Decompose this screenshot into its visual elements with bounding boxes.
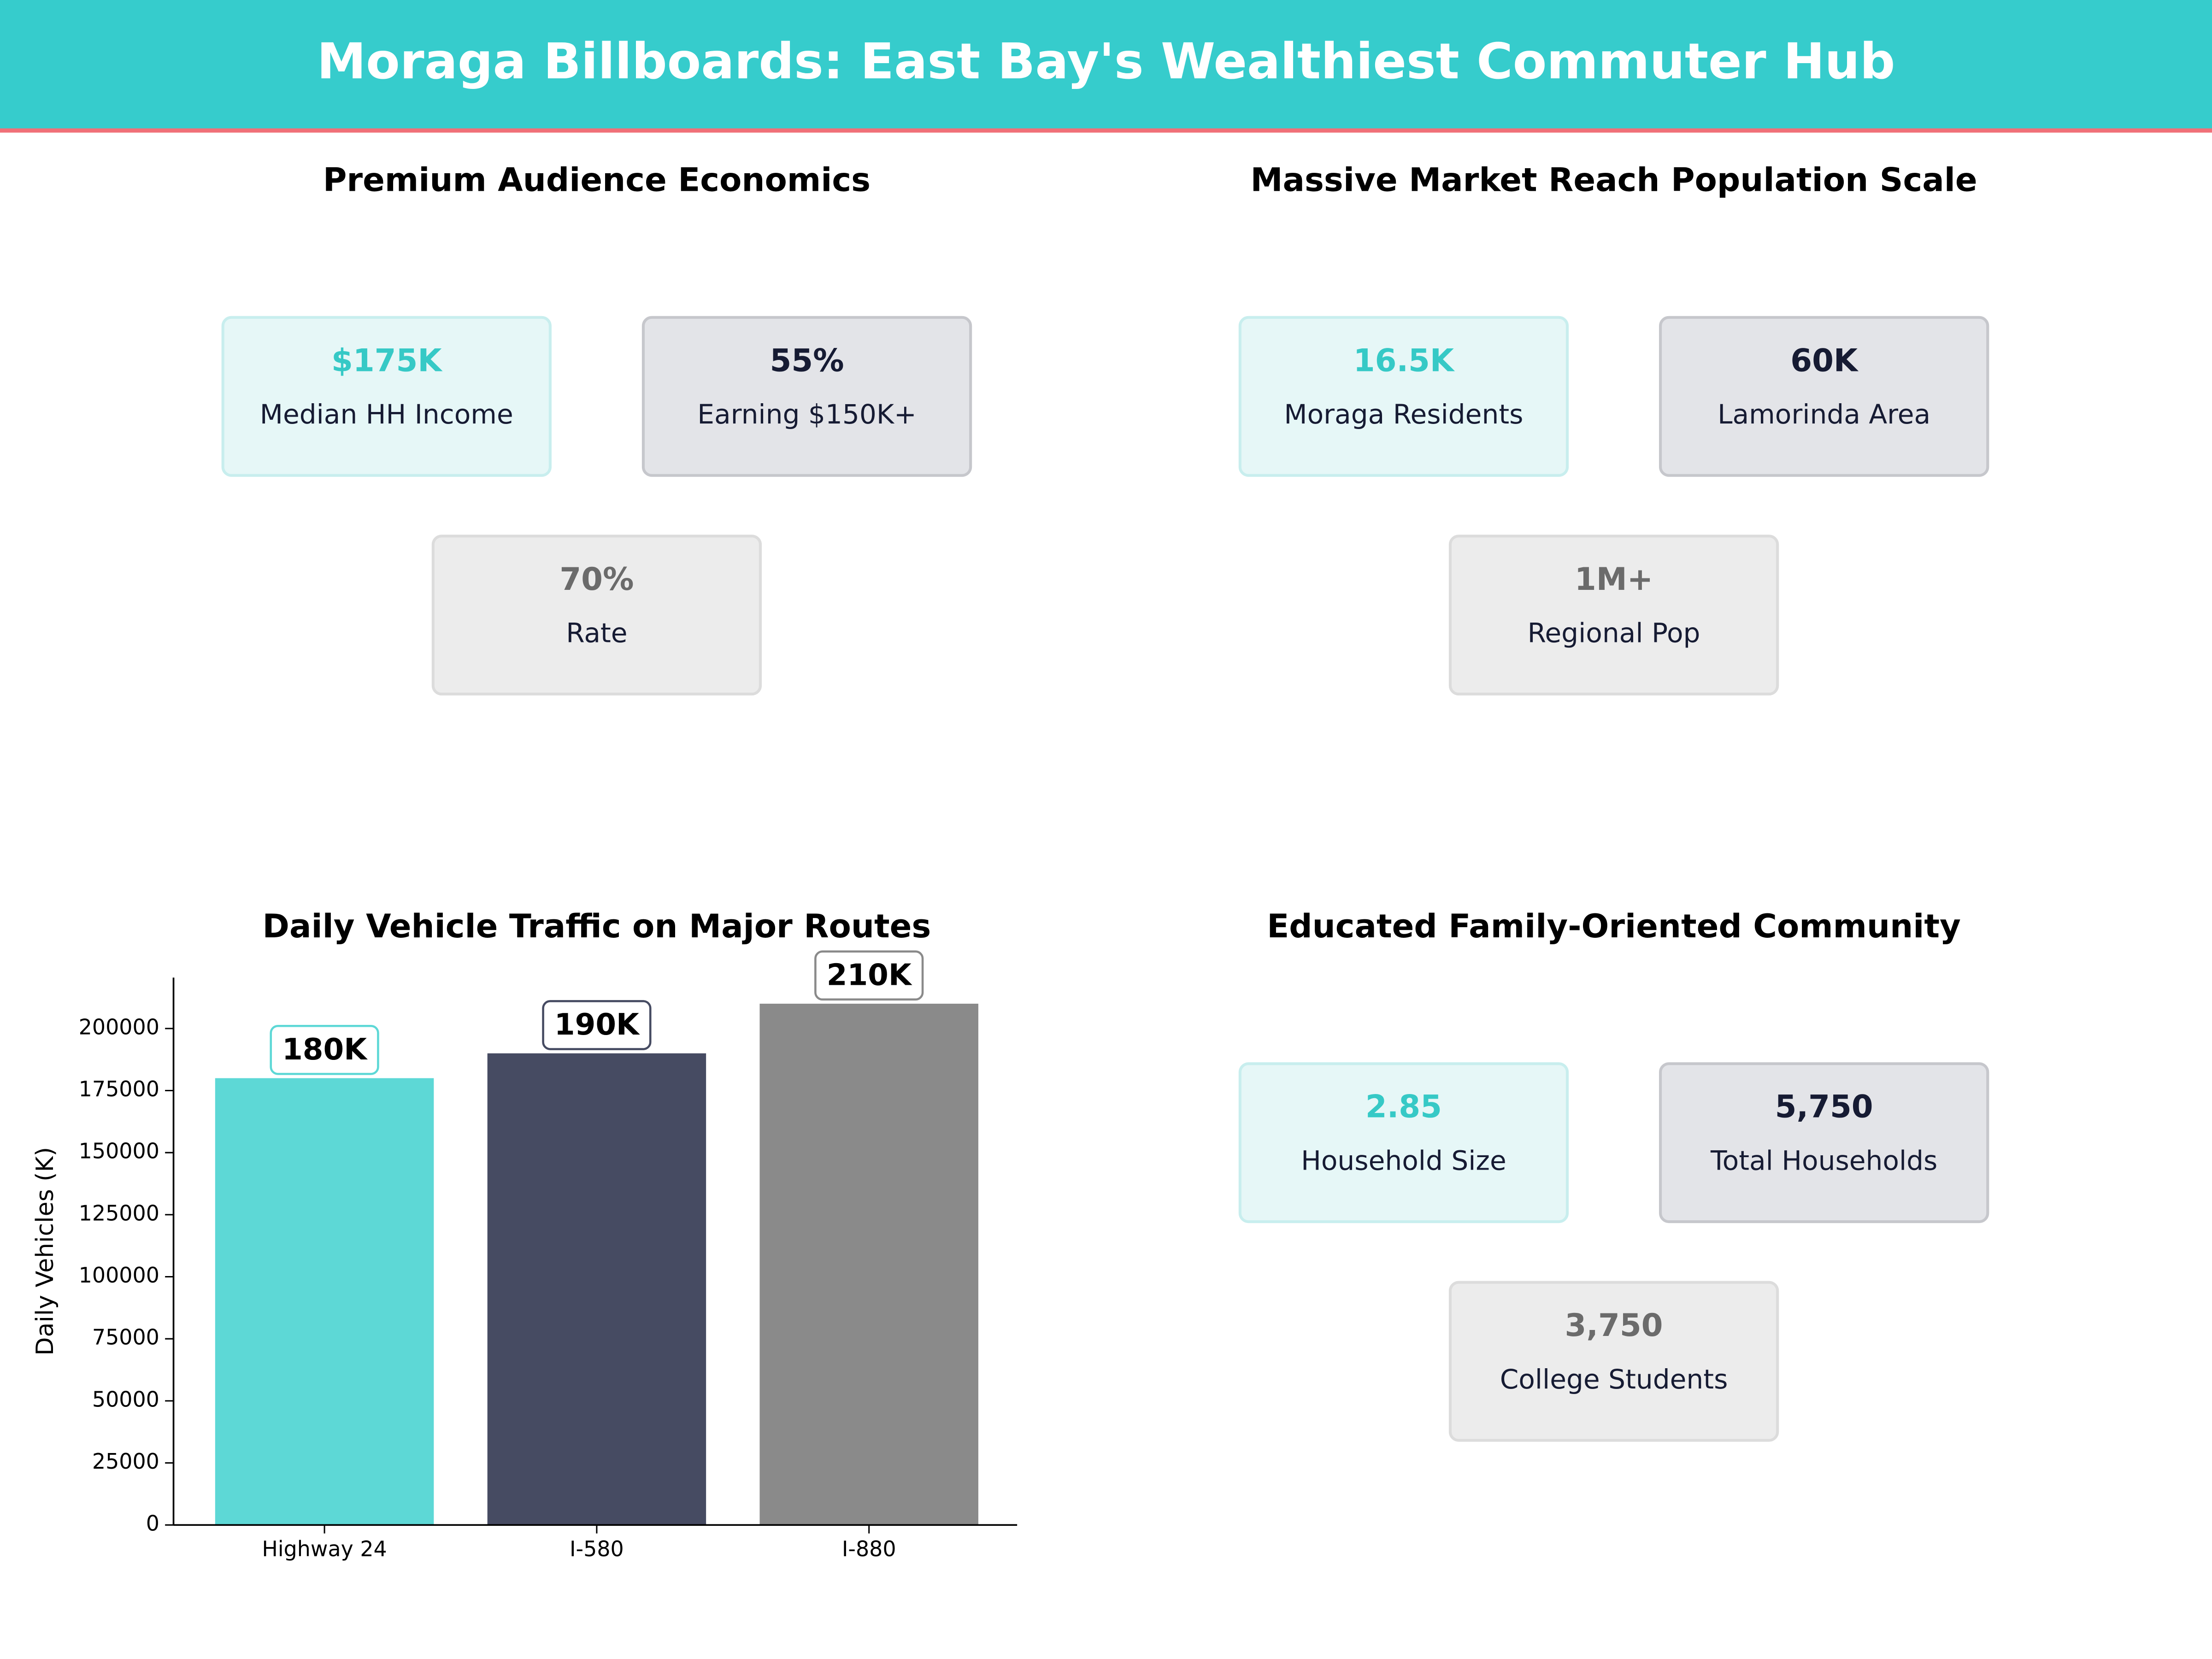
value-label: 180K [282, 1032, 368, 1067]
stat-value: 60K [1790, 342, 1859, 378]
x-tick-label: I-580 [570, 1536, 624, 1561]
stat-value: 5,750 [1775, 1088, 1873, 1125]
stat-label: Regional Pop [1528, 618, 1700, 649]
y-tick-label: 125000 [79, 1200, 159, 1225]
stat-card [1659, 316, 1989, 477]
y-tick-label: 175000 [79, 1077, 159, 1101]
y-tick-label: 25000 [92, 1449, 159, 1474]
stat-label: Lamorinda Area [1718, 399, 1930, 430]
stat-card [221, 316, 552, 477]
stat-card [1448, 1281, 1779, 1442]
stat-card [1238, 1062, 1569, 1224]
y-tick-label: 75000 [92, 1325, 159, 1350]
stat-label: Median HH Income [260, 399, 513, 430]
panel-title: Premium Audience Economics [323, 161, 871, 199]
x-tick-label: Highway 24 [262, 1536, 387, 1561]
stat-value: 1M+ [1575, 561, 1653, 597]
stat-value: 16.5K [1353, 342, 1455, 378]
bar [215, 1078, 434, 1525]
value-label-box [814, 950, 924, 1001]
stat-card [1448, 535, 1779, 696]
stat-value: 70% [559, 561, 634, 597]
value-label-box [270, 1025, 379, 1075]
stat-label: Earning $150K+ [697, 399, 916, 430]
header-bar [0, 0, 2212, 130]
bar [487, 1053, 706, 1525]
y-tick-label: 0 [146, 1511, 159, 1536]
y-tick-label: 150000 [79, 1139, 159, 1164]
stat-card [641, 316, 972, 477]
bar [759, 1003, 978, 1525]
stat-label: Rate [566, 618, 627, 649]
stat-value: 2.85 [1365, 1088, 1442, 1125]
stat-label: Household Size [1301, 1145, 1506, 1177]
page-title: Moraga Billboards: East Bay's Wealthiest… [317, 33, 1895, 90]
stat-label: College Students [1500, 1364, 1728, 1395]
value-label-box [542, 1000, 652, 1050]
stat-value: 3,750 [1565, 1307, 1663, 1343]
x-tick-label: I-880 [842, 1536, 896, 1561]
value-label: 190K [554, 1007, 640, 1042]
chart-title: Daily Vehicle Traffic on Major Routes [263, 907, 931, 945]
stat-value: $175K [331, 342, 443, 378]
value-label: 210K [827, 958, 912, 992]
y-tick-label: 100000 [79, 1263, 159, 1288]
stat-label: Total Households [1710, 1145, 1937, 1177]
stat-card [1238, 316, 1569, 477]
y-tick-label: 200000 [79, 1014, 159, 1039]
header-rule [0, 128, 2212, 133]
y-axis-label: Daily Vehicles (K) [31, 1147, 59, 1356]
stat-card [1659, 1062, 1989, 1224]
y-tick-label: 50000 [92, 1387, 159, 1412]
stat-value: 55% [770, 342, 844, 378]
panel-title: Educated Family-Oriented Community [1267, 907, 1961, 945]
stat-label: Moraga Residents [1284, 399, 1523, 430]
panel-title: Massive Market Reach Population Scale [1250, 161, 1977, 199]
stat-card [431, 535, 762, 696]
